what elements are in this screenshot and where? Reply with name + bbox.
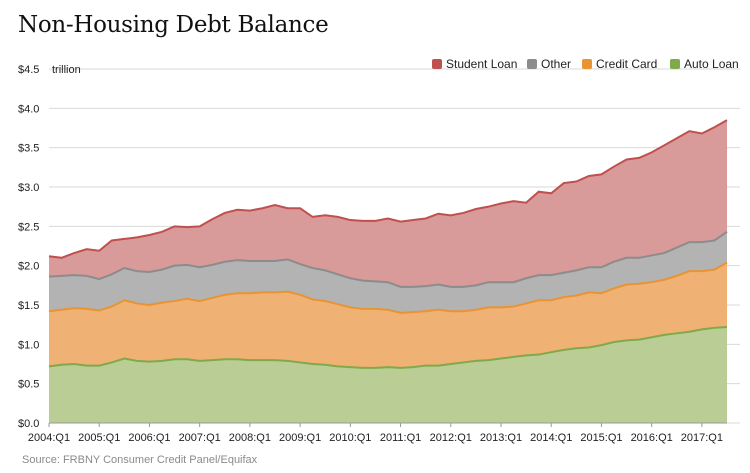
x-axis-ticks: 2004:Q1 2005:Q1 2006:Q1 2007:Q1 2008:Q1 2009:… xyxy=(28,422,727,444)
student-loan-line xyxy=(48,119,728,259)
y-tick-label: $1.0 xyxy=(18,339,39,351)
other-legend-label: Other xyxy=(541,57,571,71)
y-tick-label: $1.5 xyxy=(18,300,39,312)
x-tick-label: 2017:Q1 xyxy=(681,432,723,444)
other-area xyxy=(49,231,727,313)
credit-card-legend-swatch xyxy=(582,59,592,69)
y-tick-label: $2.0 xyxy=(18,261,39,273)
x-tick-label: 2013:Q1 xyxy=(480,432,522,444)
other-line xyxy=(48,231,728,288)
student-loan-legend-swatch xyxy=(432,59,442,69)
credit-card-legend-label: Credit Card xyxy=(596,57,657,71)
y-axis-ticks: $0.0 $0.5 $1.0 $1.5 $2.0 $2.5 $3.0 $3.5 $4.0 $4.5 xyxy=(18,64,39,430)
y-tick-label: $3.0 xyxy=(18,182,39,194)
y-tick-label: $4.0 xyxy=(18,103,39,115)
x-tick-label: 2007:Q1 xyxy=(179,432,221,444)
x-tick-label: 2005:Q1 xyxy=(78,432,120,444)
y-tick-label: $2.5 xyxy=(18,221,39,233)
x-tick-label: 2004:Q1 xyxy=(28,432,70,444)
auto-loan-line xyxy=(48,326,728,369)
x-tick-label: 2010:Q1 xyxy=(329,432,371,444)
student-loan-area xyxy=(49,120,727,287)
auto-loan-legend-label: Auto Loan xyxy=(684,57,739,71)
x-tick-label: 2006:Q1 xyxy=(128,432,170,444)
y-tick-label: $0.0 xyxy=(18,418,39,430)
x-tick-label: 2015:Q1 xyxy=(580,432,622,444)
x-tick-label: 2008:Q1 xyxy=(229,432,271,444)
page-title: Non-Housing Debt Balance xyxy=(18,12,329,38)
x-tick-label: 2014:Q1 xyxy=(530,432,572,444)
y-tick-label: $4.5 xyxy=(18,64,39,76)
credit-card-area xyxy=(49,262,727,368)
series-lines xyxy=(48,119,728,369)
y-tick-label: $3.5 xyxy=(18,143,39,155)
source-note: Source: FRBNY Consumer Credit Panel/Equi… xyxy=(22,454,258,466)
y-tick-label: $0.5 xyxy=(18,379,39,391)
auto-loan-legend-swatch xyxy=(670,59,680,69)
student-loan-legend-label: Student Loan xyxy=(446,57,517,71)
x-tick-label: 2009:Q1 xyxy=(279,432,321,444)
x-tick-label: 2012:Q1 xyxy=(430,432,472,444)
credit-card-line xyxy=(48,261,728,314)
y-unit-label: trillion xyxy=(52,64,81,76)
other-legend-swatch xyxy=(527,59,537,69)
legend: Student Loan Other Credit Card Auto Loan xyxy=(432,57,739,71)
x-tick-label: 2011:Q1 xyxy=(380,432,421,444)
x-tick-label: 2016:Q1 xyxy=(631,432,673,444)
